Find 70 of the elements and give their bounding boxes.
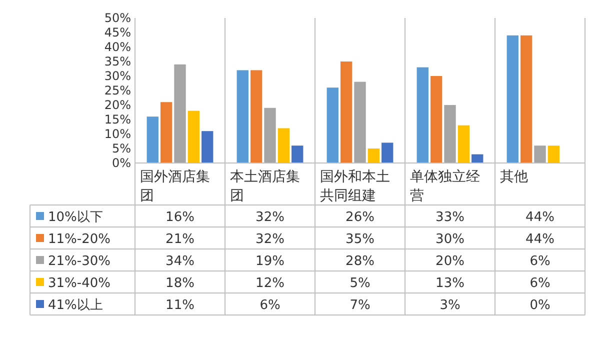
data-label: 6% [530, 276, 550, 291]
bar [368, 148, 380, 163]
legend-label: 21%-30% [48, 254, 110, 269]
bar [340, 62, 352, 163]
bar [236, 70, 248, 163]
bar [472, 154, 484, 163]
y-tick-label: 5% [112, 142, 131, 156]
bar [548, 146, 560, 163]
data-label: 44% [526, 232, 554, 247]
legend-label: 10%以下 [48, 210, 103, 225]
y-tick-label: 10% [104, 127, 131, 141]
x-tick-label: 国外和本土共同组建 [320, 169, 390, 204]
y-tick-label: 50% [104, 11, 131, 25]
y-tick-label: 20% [104, 98, 131, 112]
data-label: 12% [256, 276, 284, 291]
data-label: 32% [256, 210, 284, 225]
y-tick-label: 25% [104, 84, 131, 98]
bar [146, 116, 158, 163]
bar [416, 67, 428, 163]
y-tick-label: 30% [104, 69, 131, 83]
legend-label: 41%以上 [48, 298, 103, 313]
data-label: 0% [530, 298, 550, 313]
bar [430, 76, 442, 163]
data-label: 6% [530, 254, 550, 269]
bar [444, 105, 456, 163]
y-tick-label: 15% [104, 112, 131, 126]
bar [264, 108, 276, 163]
bar [188, 110, 200, 163]
legend-label: 11%-20% [48, 232, 110, 247]
data-label: 44% [526, 210, 554, 225]
data-label: 32% [256, 232, 284, 247]
bar [520, 35, 532, 163]
y-tick-label: 45% [104, 26, 131, 40]
data-label: 5% [350, 276, 370, 291]
bar [278, 128, 290, 163]
bar [250, 70, 262, 163]
data-label: 34% [166, 254, 194, 269]
data-label: 19% [256, 254, 284, 269]
data-label: 28% [346, 254, 374, 269]
data-label: 18% [166, 276, 194, 291]
data-label: 30% [436, 232, 464, 247]
data-label: 16% [166, 210, 194, 225]
data-label: 21% [166, 232, 194, 247]
data-label: 33% [436, 210, 464, 225]
data-label: 26% [346, 210, 374, 225]
x-tick-label: 其他 [500, 169, 528, 185]
x-tick-label: 单体独立经营 [410, 169, 480, 204]
bar [458, 125, 470, 163]
data-label: 35% [346, 232, 374, 247]
y-tick-label: 0% [112, 156, 131, 170]
data-label: 3% [440, 298, 460, 313]
bar [202, 131, 214, 163]
bar [160, 102, 172, 163]
y-tick-label: 40% [104, 40, 131, 54]
x-tick-label: 国外酒店集团 [140, 169, 210, 204]
bar [506, 35, 518, 163]
bar [382, 142, 394, 163]
x-tick-label: 本土酒店集团 [230, 169, 300, 204]
y-tick-label: 35% [104, 54, 131, 68]
bar [174, 64, 186, 163]
bar [326, 88, 338, 163]
bar [534, 146, 546, 163]
bar [292, 146, 304, 163]
data-label: 20% [436, 254, 464, 269]
data-label: 6% [260, 298, 280, 313]
bar [354, 82, 366, 163]
data-label: 7% [350, 298, 370, 313]
legend-label: 31%-40% [48, 276, 110, 291]
data-label: 11% [166, 298, 194, 313]
data-label: 13% [436, 276, 464, 291]
